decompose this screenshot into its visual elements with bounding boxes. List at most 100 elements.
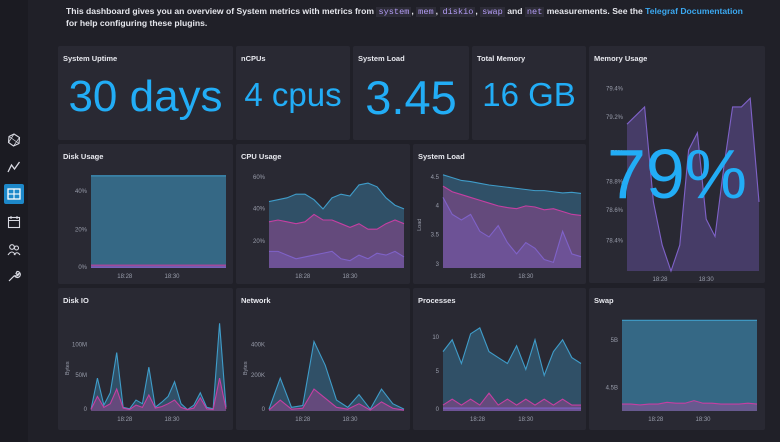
stat-value: 4 cpus (244, 76, 342, 113)
disk-usage-panel: Disk Usage 40% 20% 0% 18:28 18:30 (58, 144, 233, 284)
tag-mem: mem (416, 7, 436, 17)
series-line (626, 97, 760, 273)
y-tick-label: 79.4% (606, 87, 624, 93)
series-line (442, 174, 582, 195)
disk-io-chart: 100M 50M 0 18:28 18:30 Bytes (65, 323, 227, 423)
cpu-usage-chart: 60% 40% 20% 18:28 18:30 (253, 175, 405, 280)
series-area (443, 408, 581, 411)
telegraf-docs-link[interactable]: Telegraf Documentation (645, 6, 743, 16)
wrench-icon[interactable] (4, 266, 24, 286)
series-line (442, 392, 581, 406)
cell-title: Network (241, 296, 271, 305)
series-area (443, 327, 581, 411)
y-axis-label: Bytes (65, 361, 71, 375)
cell-title: Processes (418, 296, 456, 305)
y-tick-label: 3 (436, 262, 440, 268)
cpu-usage-panel: CPU Usage 60% 40% 20% 18:28 18:30 (236, 144, 410, 284)
y-tick-label: 40% (253, 206, 266, 212)
y-tick-label: 78.8% (606, 180, 624, 186)
x-tick-label: 18:30 (699, 277, 715, 283)
x-tick-label: 18:30 (518, 274, 534, 280)
series-line (268, 213, 405, 230)
swap-panel: Swap 5B 4.5B 18:28 18:30 (589, 288, 765, 430)
y-tick-label: 0 (262, 407, 266, 413)
series-area (269, 341, 404, 411)
stat-value: 16 GB (482, 76, 576, 113)
series-line (268, 182, 405, 210)
x-tick-label: 18:28 (470, 274, 486, 280)
cell-title: Swap (594, 296, 614, 305)
network-panel: Network 400K 200K 0 18:28 18:30 Bytes (236, 288, 410, 430)
system-load-chart: 4.5 4 3.5 3 18:28 18:30 Load (417, 174, 582, 280)
tag-swap: swap (480, 7, 505, 17)
cell-title: System Uptime (63, 54, 118, 63)
logo-icon[interactable] (4, 130, 24, 150)
stat-system-load: System Load 3.45 (353, 46, 469, 140)
cell-title: Total Memory (477, 54, 526, 63)
network-chart: 400K 200K 0 18:28 18:30 Bytes (243, 339, 405, 423)
series-area (91, 323, 226, 411)
series-line (442, 327, 582, 378)
stat-value: 30 days (68, 72, 223, 121)
series-area (443, 197, 581, 268)
y-tick-label: 100M (72, 343, 87, 349)
y-tick-label: 50M (75, 373, 87, 379)
y-axis-label: Load (417, 219, 423, 231)
x-tick-label: 18:30 (164, 274, 180, 280)
series-line (268, 339, 405, 411)
series-line (90, 378, 227, 411)
series-area (269, 214, 404, 268)
series-area (443, 174, 581, 268)
y-tick-label: 10 (432, 335, 439, 341)
x-tick-label: 18:28 (652, 277, 668, 283)
memory-usage-value: 79% (606, 135, 748, 213)
series-area (269, 183, 404, 268)
disk-io-panel: Disk IO 100M 50M 0 18:28 18:30 Bytes (58, 288, 233, 430)
cell-title: CPU Usage (241, 152, 282, 161)
users-icon[interactable] (4, 239, 24, 259)
series-area (443, 186, 581, 268)
memory-usage-chart: 79.4% 79.2% 79% 78.8% 78.6% 78.4% 18:28 18:30 (606, 87, 760, 283)
disk-usage-chart: 40% 20% 0% 18:28 18:30 (75, 175, 226, 280)
x-tick-label: 18:30 (342, 274, 358, 280)
x-tick-label: 18:30 (164, 417, 180, 423)
system-load-panel: System Load 4.5 4 3.5 3 18:28 18:30 Load (413, 144, 586, 284)
series-area (622, 400, 757, 411)
y-tick-label: 400K (251, 343, 265, 349)
series-line (442, 185, 582, 217)
x-tick-label: 18:28 (648, 417, 664, 423)
tag-system: system (376, 7, 412, 17)
y-tick-label: 4.5B (606, 385, 618, 391)
stat-ncpus: nCPUs 4 cpus (236, 46, 350, 140)
y-tick-label: 79.2% (606, 115, 624, 121)
swap-chart: 5B 4.5B 18:28 18:30 (606, 319, 758, 423)
y-tick-label: 200K (251, 373, 265, 379)
series-line (269, 250, 405, 262)
x-tick-label: 18:28 (295, 274, 311, 280)
series-area (627, 98, 759, 271)
y-tick-label: 20% (253, 239, 266, 245)
cell-title: Disk Usage (63, 152, 104, 161)
x-tick-label: 18:30 (342, 417, 358, 423)
y-tick-label: 20% (75, 228, 88, 234)
stat-uptime: System Uptime 30 days (58, 46, 233, 140)
x-tick-label: 18:30 (518, 417, 534, 423)
series-line (442, 197, 582, 264)
series-area (622, 320, 757, 411)
cell-title: nCPUs (241, 54, 266, 63)
graph-icon[interactable] (4, 157, 24, 177)
memory-usage-panel: Memory Usage 79.4% 79.2% 79% 78.8% 78.6% 78.4… (589, 46, 765, 283)
x-tick-label: 18:28 (117, 417, 133, 423)
processes-chart: 10 5 0 18:28 18:30 (432, 327, 582, 423)
calendar-icon[interactable] (4, 212, 24, 232)
y-tick-label: 0 (84, 407, 88, 413)
x-tick-label: 18:28 (295, 417, 311, 423)
dashboards-icon[interactable] (4, 184, 24, 204)
dashboard-description: This dashboard gives you an overview of … (66, 6, 743, 28)
tag-net: net (524, 7, 545, 17)
series-line (622, 400, 758, 406)
cell-title: System Load (418, 152, 465, 161)
y-tick-label: 60% (253, 175, 266, 181)
cell-title: Disk IO (63, 296, 89, 305)
y-tick-label: 79% (611, 150, 624, 156)
